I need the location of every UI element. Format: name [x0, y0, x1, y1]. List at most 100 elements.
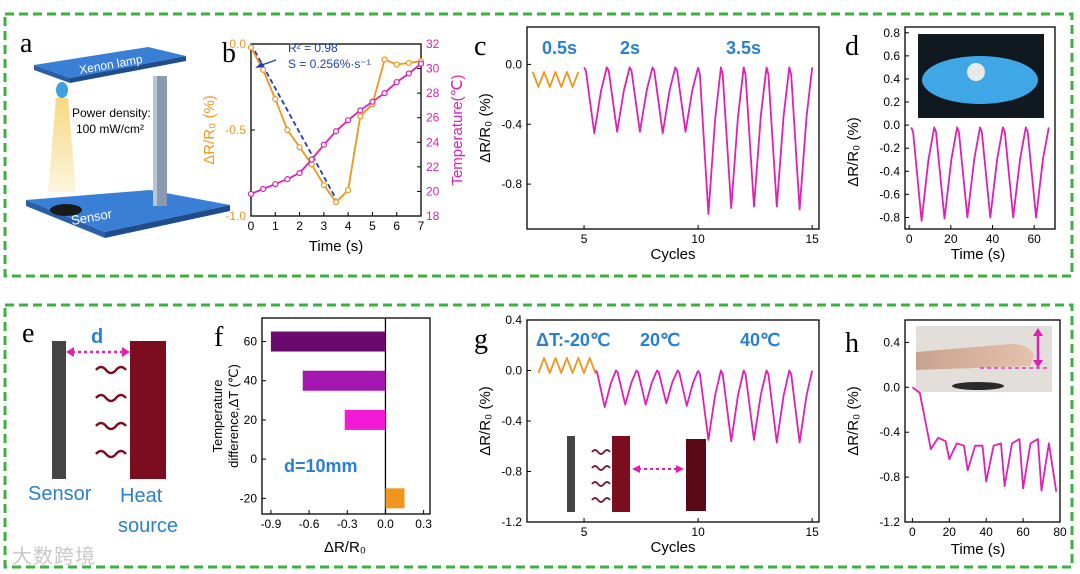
inset-heat-wave	[591, 481, 611, 487]
x-tick-label: 0.3	[415, 517, 432, 531]
temperature-point	[284, 176, 291, 183]
y-tick-label: -0.6	[879, 187, 900, 201]
temperature-point	[296, 169, 303, 177]
y-tick-label: 0.2	[883, 95, 900, 109]
light-beam	[48, 98, 76, 192]
x-tick-label: 10	[691, 525, 705, 539]
label-40: 40℃	[740, 330, 780, 350]
y2-tick-label: 22	[426, 160, 440, 174]
y-tick-label: 0.0	[505, 364, 522, 378]
panel-letter: c	[474, 31, 486, 62]
plot-frame	[904, 26, 1056, 230]
y-axis-label-line2: difference,ΔT (℃)	[226, 364, 241, 468]
linear-fit-line	[250, 43, 337, 200]
bar	[344, 409, 386, 430]
y2-tick-label: 24	[426, 135, 440, 149]
plot-frame	[261, 317, 431, 515]
inset-arrow-up	[1033, 328, 1043, 336]
y-tick-label: -1.0	[225, 209, 246, 223]
series-line	[911, 386, 1058, 492]
chart-d: 0 20 40 60 -0.8 -0.6 -0.4 -0.2 0.0 0.2 0.4 0.6 0.8 Ti…	[845, 26, 1056, 263]
panel-letter: g	[474, 324, 488, 355]
y-tick-label: 0.0	[883, 118, 900, 132]
chart-h: 0 20 40 60 80 -1.2 -0.8 -0.4 0.0 0.4 Time (s) ΔR/R₀…	[845, 319, 1067, 558]
bar	[302, 370, 386, 391]
series-0.5s-line	[531, 71, 580, 88]
y-tick-label: -0.2	[879, 141, 900, 155]
resistance-point	[381, 56, 388, 63]
inset-arrow-down	[1033, 360, 1043, 368]
y-tick-label: -0.4	[879, 425, 900, 439]
y2-tick-label: 30	[426, 62, 440, 76]
inset-heat-wave	[591, 497, 611, 503]
resistance-point	[357, 113, 364, 120]
r-squared-annotation: R² = 0.98	[288, 41, 338, 55]
y-tick-label: -1.2	[879, 515, 900, 529]
heat-source-block	[130, 341, 166, 479]
y-tick-label: 0.0	[883, 380, 900, 394]
resistance-point	[393, 61, 400, 68]
x-tick-label: 40	[986, 232, 1000, 246]
plot-frame	[526, 26, 820, 230]
x-tick-label: -0.3	[337, 517, 358, 531]
y-axis-label: ΔR/R₀ (%)	[845, 386, 862, 456]
bar	[270, 331, 386, 352]
resistance-point	[332, 199, 340, 206]
series-line	[910, 126, 1050, 222]
chart-g: 5 10 15 -1.2 -0.8 -0.4 0.0 0.4 Cycles ΔR/R₀ (%) g Δ…	[474, 313, 820, 556]
bottom-frame	[3, 303, 1074, 569]
x-tick-label: 0.0	[377, 517, 394, 531]
y-axis-label: ΔR/R₀ (%)	[477, 93, 494, 163]
temperature-point	[405, 70, 412, 77]
x-axis-label: Time (s)	[951, 541, 1005, 558]
panel-e-illustration: e d Sensor Heat source	[22, 318, 178, 537]
x-tick-label: 15	[805, 232, 819, 246]
series-3.5s-line	[697, 66, 814, 215]
sensor-label: Sensor	[70, 206, 114, 228]
distance-arrow-left-head	[66, 347, 74, 357]
x-tick-label: -0.6	[299, 517, 320, 531]
heat-caption-2: source	[118, 515, 178, 537]
temperature-point	[332, 128, 340, 135]
temperature-point	[417, 60, 425, 67]
temperature-point	[345, 117, 352, 124]
inset-heat-source-far	[686, 439, 706, 511]
y-tick-label: -0.4	[501, 117, 522, 131]
series-minus20-line	[537, 356, 597, 374]
x-tick-label: 0	[248, 219, 255, 233]
lamp-arm-front	[70, 56, 186, 83]
x-axis-label: Time (s)	[309, 238, 363, 255]
inset-arrow-right	[676, 465, 684, 473]
y-tick-label: 0.6	[883, 49, 900, 63]
x-tick-label: 5	[369, 219, 376, 233]
temperature-point	[308, 156, 315, 163]
y-axis-label: ΔR/R₀ (%)	[845, 117, 862, 187]
temperature-point	[272, 180, 279, 188]
x-axis-label: Cycles	[650, 539, 695, 556]
chart-b: 0 1 2 3 4 5 6 7 -1.0 -0.5 0.0 18 20 22 24 26 28 30 32 Time …	[201, 37, 466, 255]
x-tick-label: 40	[980, 525, 994, 539]
y-axis-label-line1: Temperature	[210, 380, 225, 453]
temperature-point	[369, 98, 376, 105]
lamp-arm	[34, 47, 186, 78]
y-tick-label: -0.8	[879, 470, 900, 484]
y-tick-label: 0	[250, 452, 257, 466]
y-tick-label: 0.0	[229, 37, 246, 51]
x-axis-label: Time (s)	[951, 246, 1005, 263]
x-tick-label: 3	[321, 219, 328, 233]
x-tick-label: 0	[906, 232, 913, 246]
lamp-arm-side	[34, 65, 70, 83]
y-tick-label: 60	[244, 335, 258, 349]
bar	[385, 488, 405, 509]
top-frame	[3, 12, 1074, 278]
y-axis-label: Temperature(℃)	[449, 74, 466, 185]
series-20-line	[594, 369, 699, 409]
resistance-point	[284, 126, 291, 134]
chart-f: -0.9 -0.6 -0.3 0.0 0.3 -20 0 20 40 60 ΔR/R₀ Tempera…	[210, 317, 432, 556]
y-tick-label: 0.4	[883, 335, 900, 349]
y-axis-label: ΔR/R₀ (%)	[201, 95, 218, 165]
y-tick-label: 0.4	[505, 313, 522, 327]
inset-sensor-bar	[567, 436, 575, 512]
temperature-point	[260, 185, 267, 193]
